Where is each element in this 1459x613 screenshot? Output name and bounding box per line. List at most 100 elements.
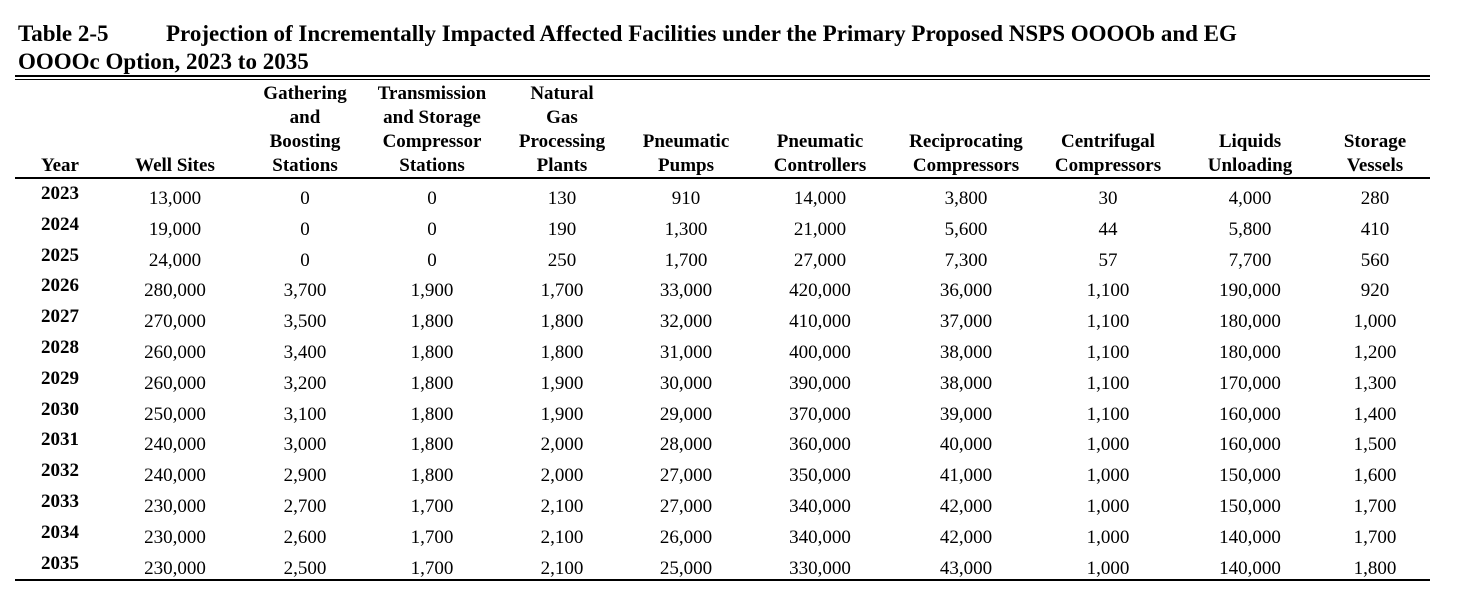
table-cell: 560 (1360, 249, 1390, 271)
table-cell: 41,000 (939, 465, 993, 487)
column-header: Liquids (1218, 131, 1282, 152)
table-cell: 40,000 (939, 434, 993, 456)
column-header: Gas (546, 107, 578, 128)
table-cell: 19,000 (148, 218, 202, 240)
table-cell: 150,000 (1219, 465, 1281, 487)
table-cell: 230,000 (144, 496, 206, 517)
table-cell: 36,000 (939, 280, 993, 302)
table-cell: 3,400 (283, 342, 327, 363)
column-header: Compressors (912, 155, 1020, 176)
column-header: Compressor (382, 131, 482, 152)
table-cell: 1,300 (664, 218, 708, 240)
column-header: Unloading (1207, 155, 1293, 176)
column-header: Pneumatic (776, 131, 864, 152)
table-cell: 160,000 (1219, 434, 1281, 456)
table-cell: 1,000 (1086, 526, 1130, 548)
table-cell: 4,000 (1228, 188, 1272, 209)
column-header: Pneumatic (642, 131, 730, 152)
table-cell: 3,000 (283, 434, 327, 456)
column-header: Transmission (377, 83, 487, 104)
table-cell: 260,000 (144, 342, 206, 363)
table-cell: 190 (547, 218, 577, 240)
table-cell: 250 (547, 249, 577, 271)
column-header: Natural (530, 83, 594, 104)
table-cell: 39,000 (939, 403, 993, 425)
row-year: 2035 (41, 552, 79, 574)
column-header: and Storage (383, 107, 481, 128)
rule (15, 75, 1430, 77)
table-cell: 280,000 (144, 280, 206, 302)
table-cell: 140,000 (1219, 557, 1281, 579)
table-cell: 2,700 (283, 496, 327, 517)
row-year: 2024 (41, 213, 79, 235)
table-cell: 1,600 (1353, 465, 1397, 487)
table-cell: 1,000 (1086, 496, 1130, 517)
table-cell: 1,800 (540, 342, 584, 363)
table-cell: 13,000 (148, 188, 202, 209)
table-cell: 7,300 (944, 249, 988, 271)
table-cell: 14,000 (793, 188, 847, 209)
table-cell: 1,700 (540, 280, 584, 302)
table-cell: 1,100 (1086, 372, 1130, 394)
table-cell: 1,100 (1086, 280, 1130, 302)
table-cell: 230,000 (144, 557, 206, 579)
column-header: Stations (399, 155, 465, 176)
table-cell: 160,000 (1219, 403, 1281, 425)
column-header: Stations (272, 155, 338, 176)
table-cell: 38,000 (939, 342, 993, 363)
table-cell: 420,000 (789, 280, 851, 302)
column-header: Vessels (1346, 155, 1404, 176)
table-cell: 1,200 (1353, 342, 1397, 363)
table-cell: 190,000 (1219, 280, 1281, 302)
table-cell: 1,700 (1353, 496, 1397, 517)
row-year: 2033 (41, 491, 79, 512)
table-cell: 26,000 (659, 526, 713, 548)
table-title: Projection of Incrementally Impacted Aff… (166, 21, 1237, 46)
table-cell: 180,000 (1219, 311, 1281, 333)
table-cell: 270,000 (144, 311, 206, 333)
table-cell: 1,700 (410, 557, 454, 579)
table-cell: 1,800 (410, 465, 454, 487)
table-cell: 1,800 (410, 403, 454, 425)
table-cell: 410 (1360, 218, 1390, 240)
table-cell: 130 (547, 188, 577, 209)
table-cell: 1,800 (410, 342, 454, 363)
table-cell: 21,000 (793, 218, 847, 240)
row-year: 2027 (41, 306, 79, 328)
table-cell: 340,000 (789, 496, 851, 517)
table-cell: 920 (1360, 280, 1390, 302)
table-cell: 2,600 (283, 526, 327, 548)
table-cell: 25,000 (659, 557, 713, 579)
table-cell: 0 (427, 218, 437, 240)
table-cell: 1,100 (1086, 311, 1130, 333)
column-header: Pumps (658, 155, 714, 176)
table-cell: 180,000 (1219, 342, 1281, 363)
table-cell: 38,000 (939, 372, 993, 394)
rule (15, 579, 1430, 581)
table-cell: 1,900 (540, 372, 584, 394)
table-cell: 24,000 (148, 249, 202, 271)
table-cell: 57 (1098, 249, 1118, 271)
table-cell: 140,000 (1219, 526, 1281, 548)
row-year: 2031 (41, 429, 79, 451)
table-cell: 27,000 (659, 496, 713, 517)
table-cell: 1,000 (1086, 434, 1130, 456)
table-cell: 1,900 (540, 403, 584, 425)
table-cell: 42,000 (939, 496, 993, 517)
table-cell: 330,000 (789, 557, 851, 579)
table-cell: 1,800 (410, 311, 454, 333)
table-cell: 27,000 (659, 465, 713, 487)
table-cell: 1,800 (1353, 557, 1397, 579)
table-title: OOOOc Option, 2023 to 2035 (18, 49, 309, 74)
table-cell: 0 (300, 249, 310, 271)
table-cell: 3,800 (944, 188, 988, 209)
table-cell: 370,000 (789, 403, 851, 425)
table-cell: 28,000 (659, 434, 713, 456)
table-cell: 2,000 (540, 465, 584, 487)
table-cell: 30,000 (659, 372, 713, 394)
table-cell: 31,000 (659, 342, 713, 363)
table-cell: 3,100 (283, 403, 327, 425)
table-cell: 0 (427, 188, 437, 209)
table-cell: 230,000 (144, 526, 206, 548)
row-year: 2032 (41, 460, 79, 482)
